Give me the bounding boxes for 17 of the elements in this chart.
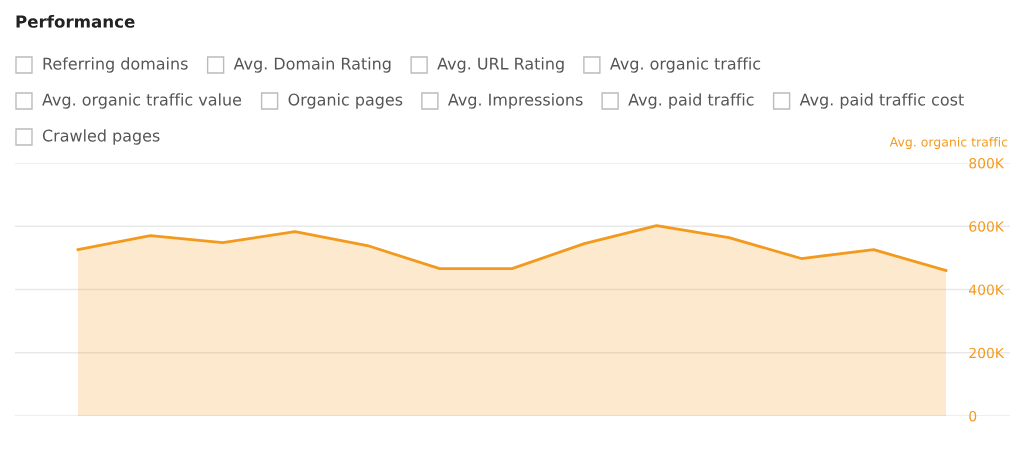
text: Crawled pages — [42, 129, 160, 145]
y-tick-label: 800K — [969, 157, 1005, 169]
text: Avg. paid traffic cost — [799, 93, 964, 109]
y-tick-label: 600K — [969, 221, 1005, 232]
y-tick-label: 200K — [969, 347, 1005, 359]
text: Avg. URL Rating — [437, 57, 564, 73]
text: Avg. Impressions — [448, 93, 583, 109]
text: Avg. organic traffic value — [42, 93, 242, 109]
text: Avg. paid traffic — [628, 93, 754, 109]
text: Avg. Domain Rating — [233, 57, 391, 73]
chart-title: Performance — [16, 14, 135, 28]
text: Organic pages — [288, 93, 403, 109]
text: Referring domains — [43, 57, 188, 73]
y-tick-label: 0 — [969, 410, 977, 422]
text: Avg. organic traffic — [610, 57, 761, 73]
y-axis-title: Avg. organic traffic — [889, 136, 1008, 150]
y-tick-label: 400K — [969, 284, 1005, 295]
